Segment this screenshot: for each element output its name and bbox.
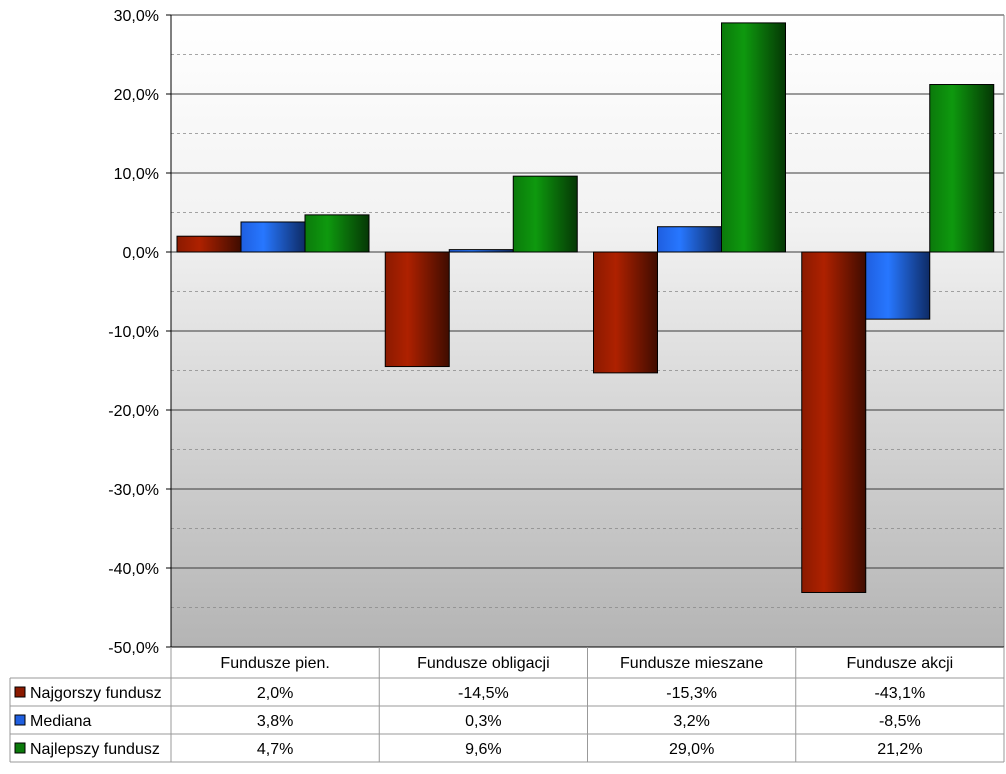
legend-swatch-mediana (14, 714, 26, 726)
y-tick-label: 0,0% (123, 245, 159, 262)
y-tick-label: 30,0% (114, 8, 159, 25)
y-tick-label: -50,0% (108, 640, 159, 657)
data-label: -14,5% (458, 685, 509, 702)
data-label: 21,2% (877, 741, 922, 758)
y-tick-label: -20,0% (108, 403, 159, 420)
data-label: 2,0% (257, 685, 293, 702)
data-label: 3,8% (257, 713, 293, 730)
data-label: 9,6% (465, 741, 501, 758)
legend-label-mediana: Mediana (30, 713, 91, 730)
bar-mediana (240, 221, 306, 253)
bar-najgorszy-fundusz (384, 251, 450, 368)
bar-mediana (865, 251, 931, 320)
data-label: -8,5% (879, 713, 921, 730)
bar-najlepszy-fundusz (304, 214, 370, 253)
bar-mediana (448, 249, 514, 253)
bar-najlepszy-fundusz (512, 175, 578, 253)
y-tick-label: 10,0% (114, 166, 159, 183)
data-label: -15,3% (666, 685, 717, 702)
y-tick-label: -30,0% (108, 482, 159, 499)
category-label: Fundusze mieszane (620, 655, 763, 672)
y-tick-label: -40,0% (108, 561, 159, 578)
category-label: Fundusze obligacji (417, 655, 550, 672)
category-label: Fundusze akcji (847, 655, 954, 672)
category-label: Fundusze pien. (220, 655, 329, 672)
legend-label-najgorszy-fundusz: Najgorszy fundusz (30, 685, 162, 702)
legend-swatch-najgorszy-fundusz (14, 686, 26, 698)
data-label: 0,3% (465, 713, 501, 730)
legend-swatch-najlepszy-fundusz (14, 742, 26, 754)
y-tick-label: 20,0% (114, 87, 159, 104)
data-label: 29,0% (669, 741, 714, 758)
bar-najlepszy-fundusz (721, 22, 786, 253)
data-label: 4,7% (257, 741, 293, 758)
bar-mediana (657, 226, 722, 253)
bar-najgorszy-fundusz (176, 235, 242, 253)
y-tick-label: -10,0% (108, 324, 159, 341)
bar-najgorszy-fundusz (801, 251, 867, 593)
data-label: -43,1% (875, 685, 926, 702)
data-label: 3,2% (673, 713, 709, 730)
bar-najgorszy-fundusz (593, 251, 658, 374)
bar-najlepszy-fundusz (929, 84, 995, 253)
legend-label-najlepszy-fundusz: Najlepszy fundusz (30, 741, 160, 758)
